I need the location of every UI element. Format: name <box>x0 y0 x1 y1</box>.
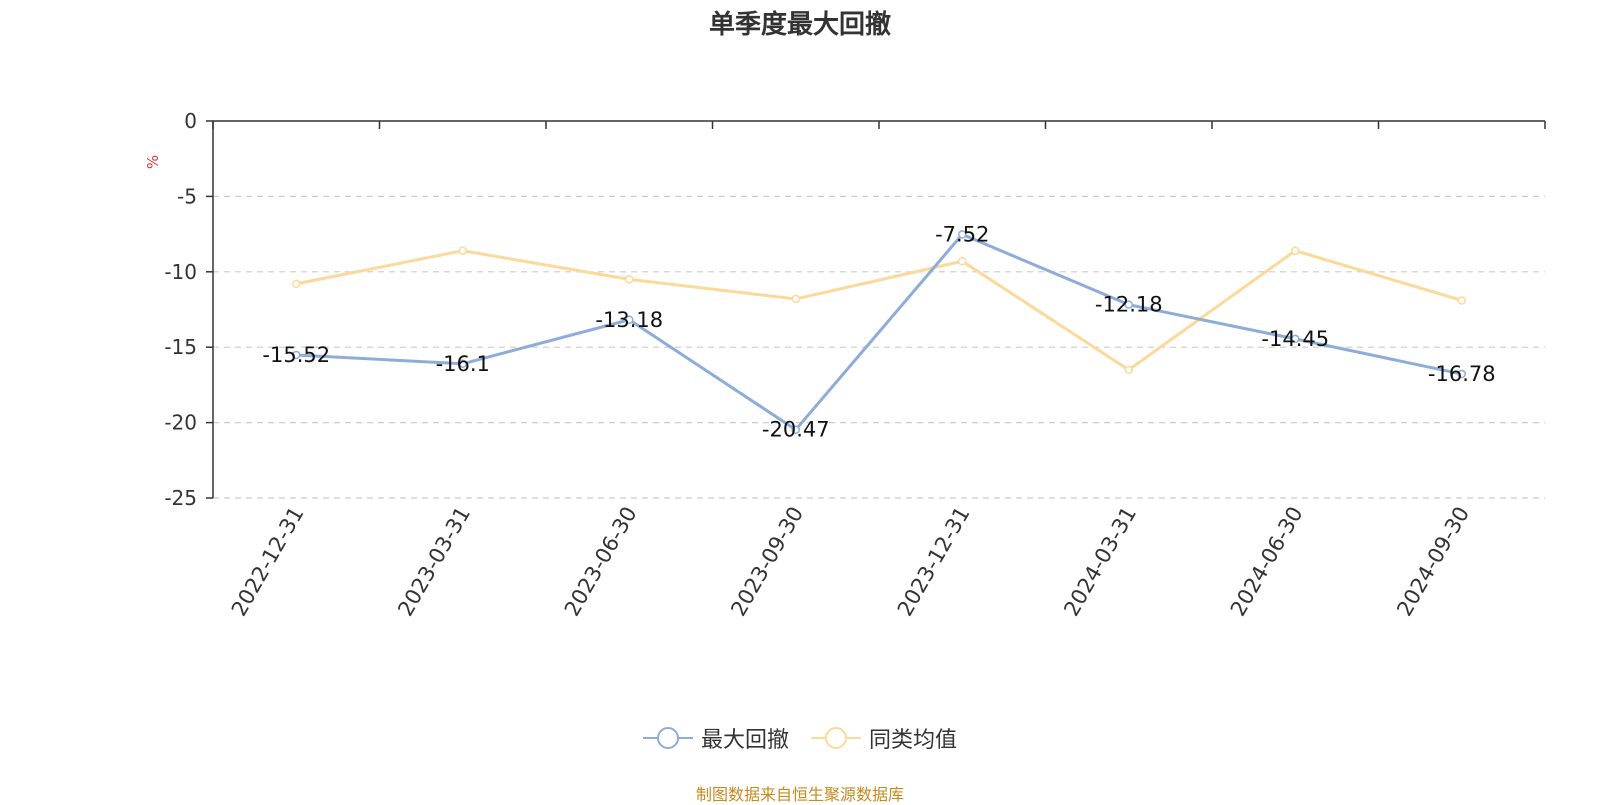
grid-lines <box>213 195 1545 499</box>
data-labels: -15.52 -16.1 -13.18 -20.47 -7.52 -12.18 -14.45… <box>262 222 1495 441</box>
series-point-0 <box>1124 300 1133 309</box>
series-point-1 <box>292 279 301 289</box>
legend-marker-peer-average-icon <box>811 727 861 749</box>
y-axis-unit-label: % <box>144 155 162 169</box>
y-tick-label: -15 <box>164 335 197 359</box>
series-point-1 <box>958 256 967 266</box>
x-tick-label: 2024-09-30 <box>1392 503 1474 621</box>
series-point-1 <box>625 275 634 284</box>
legend-item-max-drawdown[interactable]: 最大回撤 <box>642 722 789 754</box>
series-line-0 <box>296 232 1463 432</box>
x-tick-label: 2023-12-31 <box>893 503 975 621</box>
series-point-0 <box>292 350 301 360</box>
x-tick-label: 2023-09-30 <box>726 503 808 621</box>
series-point-0 <box>1457 369 1466 379</box>
series-point-1 <box>1457 296 1466 305</box>
series-point-1 <box>791 294 800 304</box>
series-point-1 <box>1291 246 1300 255</box>
data-label: -15.52 <box>262 343 330 367</box>
x-tick-label: 2024-06-30 <box>1226 503 1308 621</box>
series-point-0 <box>791 425 800 434</box>
data-label: -16.1 <box>436 352 490 376</box>
data-label: -7.52 <box>935 222 989 246</box>
series-point-0 <box>958 230 967 239</box>
x-tick-label: 2023-06-30 <box>560 503 642 621</box>
y-tick-label: -25 <box>164 486 197 510</box>
x-tick-label: 2022-12-31 <box>227 503 309 621</box>
series-point-0 <box>458 359 467 369</box>
series-point-0 <box>1291 334 1300 344</box>
series-point-1 <box>458 246 467 255</box>
data-label: -16.78 <box>1428 362 1496 386</box>
axes: 0 -5 -10 -15 -20 -25% 2022-12-31 2023-03-31 2023… <box>144 109 1546 621</box>
data-label: -14.45 <box>1261 327 1329 351</box>
y-tick-label: -20 <box>164 411 197 435</box>
series-point-0 <box>625 315 634 325</box>
x-tick-label: 2024-03-31 <box>1059 503 1141 621</box>
y-tick-label: 0 <box>184 109 197 133</box>
chart-title: 单季度最大回撤 <box>708 10 891 40</box>
legend-marker-max-drawdown-icon <box>642 727 693 749</box>
x-tick-label: 2023-03-31 <box>393 503 475 621</box>
source-note: 制图数据来自恒生聚源数据库 <box>695 785 904 804</box>
series-lines <box>292 230 1466 434</box>
legend-label-peer-average: 同类均值 <box>869 728 958 753</box>
legend-item-peer-average[interactable]: 同类均值 <box>811 722 957 754</box>
y-tick-label: -5 <box>177 184 197 208</box>
data-label: -20.47 <box>762 418 830 442</box>
legend: 最大回撤 同类均值 <box>0 722 1600 754</box>
legend-label-max-drawdown: 最大回撤 <box>700 728 789 753</box>
data-label: -12.18 <box>1095 293 1163 317</box>
y-tick-label: -10 <box>164 260 197 284</box>
data-label: -13.18 <box>595 308 663 332</box>
series-point-1 <box>1124 365 1133 375</box>
series-line-1 <box>295 249 1463 372</box>
